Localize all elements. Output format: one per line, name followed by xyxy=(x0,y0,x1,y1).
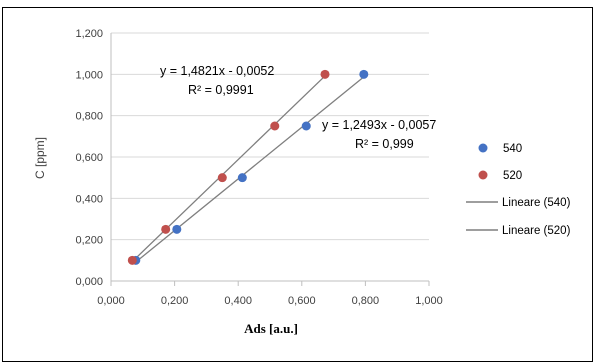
axes xyxy=(110,33,430,286)
y-tick-label: 0,800 xyxy=(75,111,103,123)
trendlines xyxy=(131,75,365,263)
legend-label-520: 520 xyxy=(503,170,522,182)
trendline-equation-540: y = 1,2493x - 0,0057 xyxy=(322,118,436,132)
trendline-r2-520: R² = 0,9991 xyxy=(188,83,254,97)
trendline-520 xyxy=(131,75,326,263)
legend-label-lineare-520: Lineare (520) xyxy=(502,225,571,237)
chart-frame xyxy=(2,7,593,362)
point-520 xyxy=(320,69,330,79)
y-tick-label: 1,000 xyxy=(75,69,103,81)
point-520 xyxy=(161,224,171,234)
legend-label-540: 540 xyxy=(503,143,522,155)
x-axis-label: Ads [a.u.] xyxy=(244,321,298,336)
y-axis-label: C [ppm] xyxy=(33,137,47,179)
x-tick-label: 0,000 xyxy=(97,295,125,307)
trendline-equation-520: y = 1,4821x - 0,0052 xyxy=(160,64,274,78)
legend-marker-540 xyxy=(478,143,488,153)
legend-marker-520 xyxy=(478,170,488,180)
x-tick-label: 0,200 xyxy=(161,295,189,307)
legend: 540 520 Lineare (540) Lineare (520) xyxy=(466,143,571,237)
point-520 xyxy=(217,173,227,183)
trendline-540 xyxy=(135,76,365,263)
x-tick-label: 0,600 xyxy=(288,295,316,307)
legend-label-lineare-540: Lineare (540) xyxy=(502,197,571,209)
y-tick-label: 0,400 xyxy=(75,193,103,205)
data-points xyxy=(127,69,369,265)
point-540 xyxy=(172,224,182,234)
y-tick-label: 0,000 xyxy=(75,276,103,288)
x-tick-label: 0,800 xyxy=(352,295,380,307)
point-520 xyxy=(127,255,137,265)
y-tick-labels: 0,000 0,200 0,400 0,600 0,800 1,000 1,200 xyxy=(75,28,103,288)
y-tick-label: 0,200 xyxy=(75,235,103,247)
x-tick-labels: 0,000 0,200 0,400 0,600 0,800 1,000 xyxy=(97,295,443,307)
y-tick-label: 1,200 xyxy=(75,28,103,40)
x-tick-label: 1,000 xyxy=(415,295,443,307)
point-520 xyxy=(270,121,280,131)
y-tick-label: 0,600 xyxy=(75,152,103,164)
point-540 xyxy=(359,69,369,79)
point-540 xyxy=(301,121,311,131)
point-540 xyxy=(237,173,247,183)
trendline-r2-540: R² = 0,999 xyxy=(355,137,414,151)
x-tick-label: 0,400 xyxy=(224,295,252,307)
